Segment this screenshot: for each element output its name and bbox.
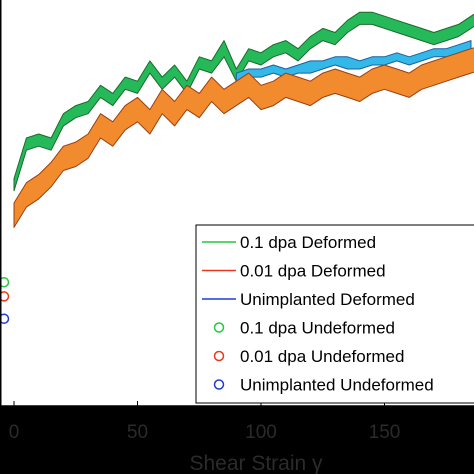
legend-label-0: 0.1 dpa Deformed — [240, 233, 376, 252]
series-layer — [13, 11, 474, 228]
x-tick-label-1: 50 — [127, 422, 148, 443]
legend-label-1: 0.01 dpa Deformed — [240, 262, 386, 281]
undeformed-marker-0 — [0, 276, 10, 288]
undeformed-markers — [0, 276, 10, 324]
legend: 0.1 dpa Deformed 0.01 dpa Deformed Unimpla… — [195, 224, 474, 404]
legend-swatch-4 — [213, 350, 225, 362]
undeformed-marker-1 — [0, 291, 10, 302]
legend-label-4: 0.01 dpa Undeformed — [240, 347, 404, 366]
legend-label-5: Unimplanted Undeformed — [240, 376, 434, 395]
legend-box — [195, 224, 474, 404]
x-tick-labels: 0 50 100 150 — [9, 422, 401, 443]
legend-swatch-3 — [213, 322, 225, 333]
x-tick-label-0: 0 — [9, 422, 20, 443]
legend-label-2: Unimplanted Deformed — [240, 290, 415, 309]
x-axis-title: Shear Strain γ — [189, 452, 323, 474]
x-tick-label-3: 150 — [369, 422, 401, 443]
x-tick-label-2: 100 — [245, 422, 277, 443]
series-band-2 — [13, 47, 474, 228]
legend-label-3: 0.1 dpa Undeformed — [240, 319, 395, 338]
legend-swatch-5 — [213, 379, 225, 390]
undeformed-marker-2 — [0, 313, 10, 324]
